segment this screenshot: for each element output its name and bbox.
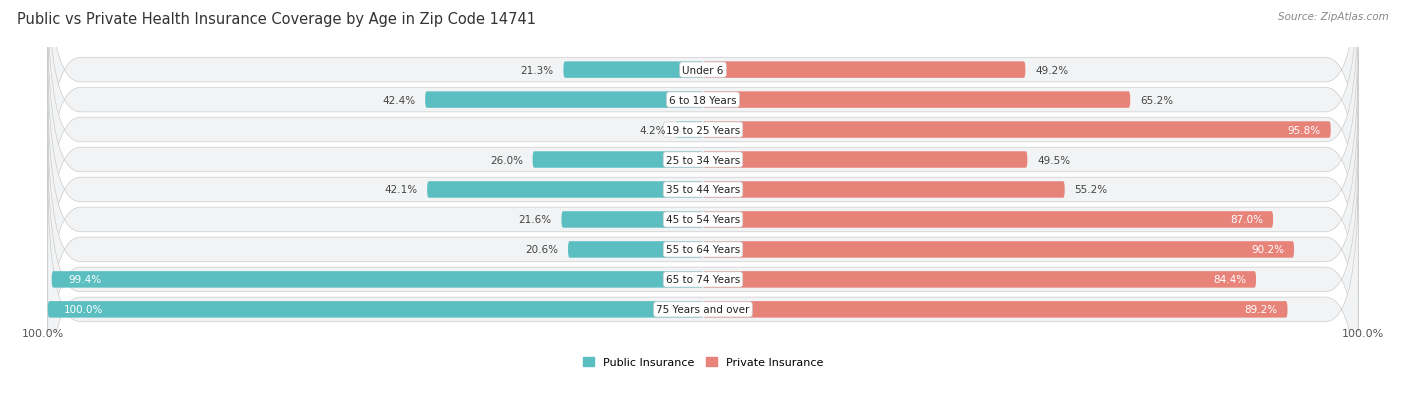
Text: 21.3%: 21.3%	[520, 65, 554, 76]
FancyBboxPatch shape	[703, 152, 1028, 169]
FancyBboxPatch shape	[703, 271, 1256, 288]
Text: 100.0%: 100.0%	[21, 328, 63, 338]
Text: 55 to 64 Years: 55 to 64 Years	[666, 245, 740, 255]
FancyBboxPatch shape	[703, 92, 1130, 109]
FancyBboxPatch shape	[427, 182, 703, 198]
Text: 49.5%: 49.5%	[1038, 155, 1070, 165]
FancyBboxPatch shape	[48, 0, 1358, 237]
Text: 65 to 74 Years: 65 to 74 Years	[666, 275, 740, 285]
FancyBboxPatch shape	[703, 242, 1294, 258]
Text: 75 Years and over: 75 Years and over	[657, 305, 749, 315]
Text: Under 6: Under 6	[682, 65, 724, 76]
FancyBboxPatch shape	[52, 271, 703, 288]
FancyBboxPatch shape	[48, 23, 1358, 297]
Text: 100.0%: 100.0%	[1343, 328, 1385, 338]
Text: 87.0%: 87.0%	[1230, 215, 1263, 225]
Text: 26.0%: 26.0%	[489, 155, 523, 165]
FancyBboxPatch shape	[48, 172, 1358, 413]
Text: 42.4%: 42.4%	[382, 95, 415, 105]
FancyBboxPatch shape	[48, 142, 1358, 413]
Legend: Public Insurance, Private Insurance: Public Insurance, Private Insurance	[579, 353, 827, 372]
Text: 19 to 25 Years: 19 to 25 Years	[666, 125, 740, 135]
FancyBboxPatch shape	[533, 152, 703, 169]
Text: 89.2%: 89.2%	[1244, 305, 1278, 315]
FancyBboxPatch shape	[561, 212, 703, 228]
FancyBboxPatch shape	[48, 113, 1358, 387]
FancyBboxPatch shape	[703, 301, 1288, 318]
FancyBboxPatch shape	[703, 122, 1330, 138]
Text: 100.0%: 100.0%	[65, 305, 104, 315]
Text: 49.2%: 49.2%	[1035, 65, 1069, 76]
FancyBboxPatch shape	[48, 53, 1358, 327]
FancyBboxPatch shape	[703, 182, 1064, 198]
Text: Source: ZipAtlas.com: Source: ZipAtlas.com	[1278, 12, 1389, 22]
Text: 4.2%: 4.2%	[640, 125, 665, 135]
FancyBboxPatch shape	[564, 62, 703, 78]
Text: 90.2%: 90.2%	[1251, 245, 1284, 255]
FancyBboxPatch shape	[703, 62, 1025, 78]
Text: 45 to 54 Years: 45 to 54 Years	[666, 215, 740, 225]
Text: 99.4%: 99.4%	[67, 275, 101, 285]
FancyBboxPatch shape	[48, 0, 1358, 208]
Text: 84.4%: 84.4%	[1213, 275, 1246, 285]
Text: 42.1%: 42.1%	[384, 185, 418, 195]
FancyBboxPatch shape	[48, 83, 1358, 357]
Text: 20.6%: 20.6%	[526, 245, 558, 255]
Text: 25 to 34 Years: 25 to 34 Years	[666, 155, 740, 165]
FancyBboxPatch shape	[675, 122, 703, 138]
Text: 35 to 44 Years: 35 to 44 Years	[666, 185, 740, 195]
Text: Public vs Private Health Insurance Coverage by Age in Zip Code 14741: Public vs Private Health Insurance Cover…	[17, 12, 536, 27]
FancyBboxPatch shape	[703, 212, 1272, 228]
Text: 21.6%: 21.6%	[519, 215, 551, 225]
FancyBboxPatch shape	[48, 0, 1358, 268]
Text: 65.2%: 65.2%	[1140, 95, 1173, 105]
Text: 6 to 18 Years: 6 to 18 Years	[669, 95, 737, 105]
Text: 95.8%: 95.8%	[1288, 125, 1320, 135]
Text: 55.2%: 55.2%	[1074, 185, 1108, 195]
FancyBboxPatch shape	[48, 301, 703, 318]
FancyBboxPatch shape	[425, 92, 703, 109]
FancyBboxPatch shape	[568, 242, 703, 258]
